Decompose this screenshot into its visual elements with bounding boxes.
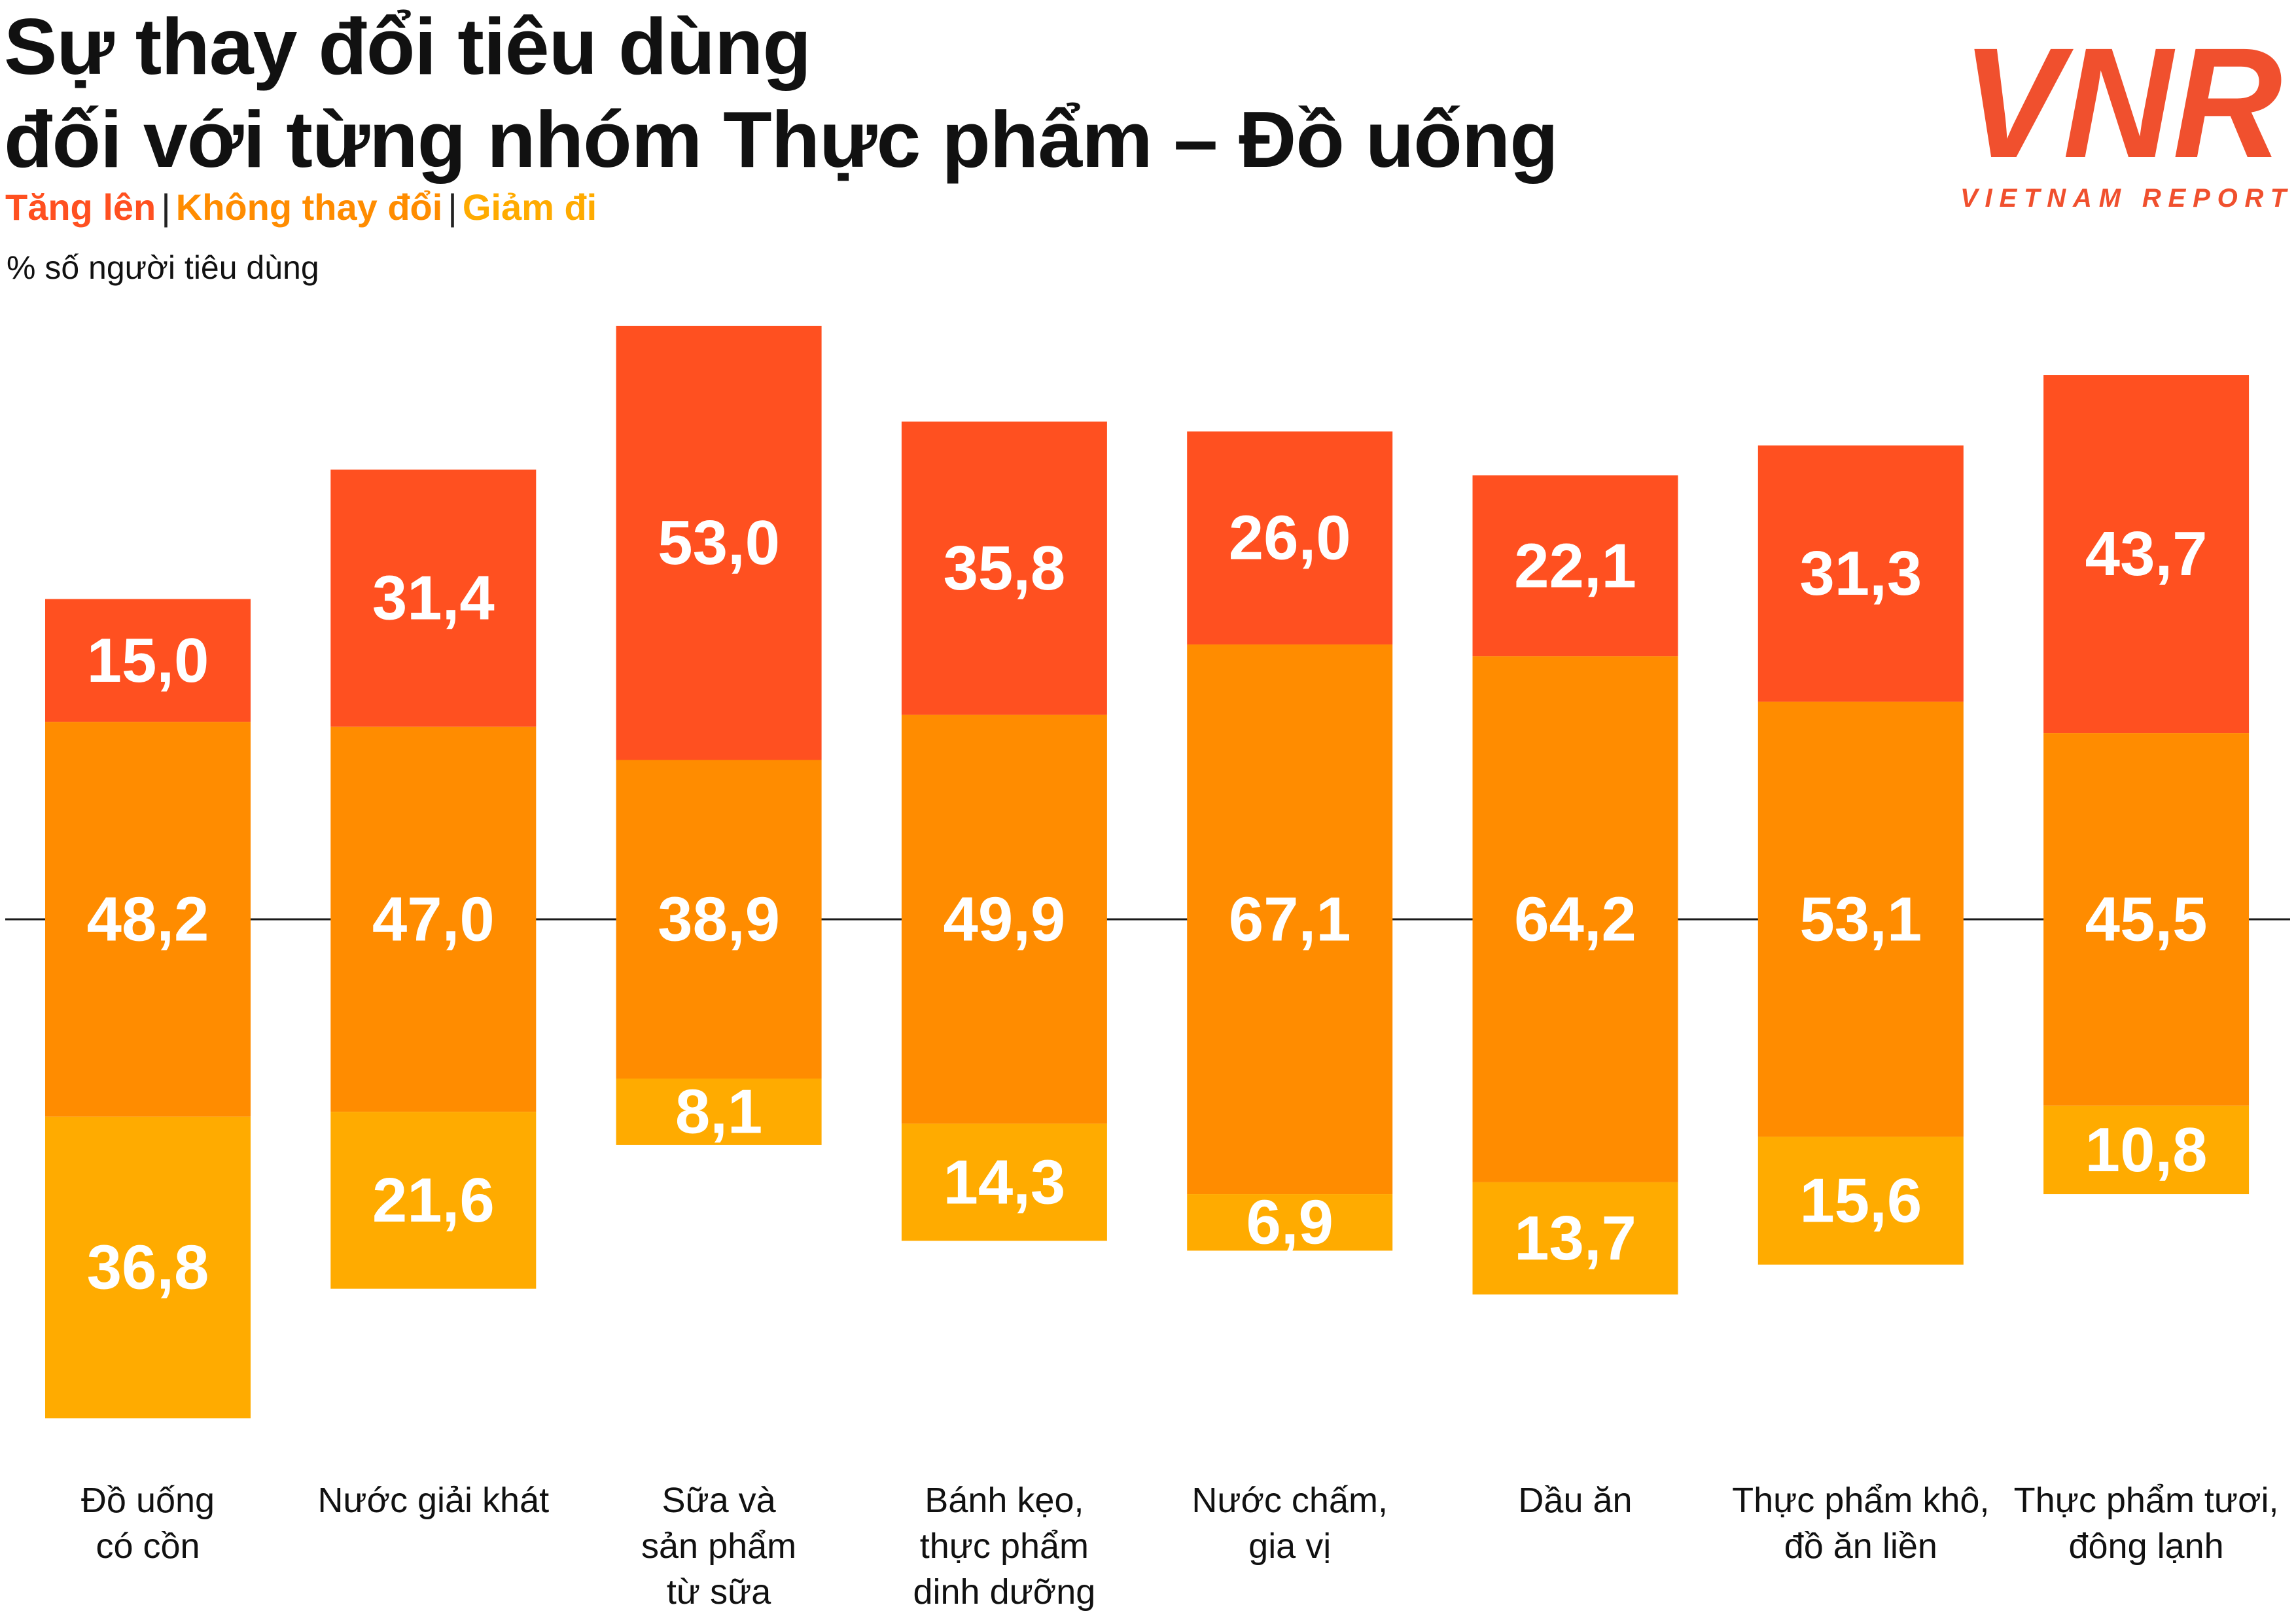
data-label-decrease: 21,6 [372, 1165, 495, 1235]
category-label-line: Thực phẩm tươi, [2013, 1481, 2279, 1520]
bar-segment-decrease [901, 1123, 1107, 1241]
data-label-decrease: 13,7 [1514, 1203, 1636, 1273]
bar-segment-decrease [330, 1112, 537, 1289]
bar-segment-increase [330, 469, 537, 727]
legend-item-unchanged: Không thay đổi [175, 186, 443, 228]
category-label-line: Dầu ăn [1518, 1481, 1633, 1520]
data-label-unchanged: 45,5 [2085, 885, 2208, 955]
bar-segment-decrease [1757, 1137, 1964, 1265]
data-label-unchanged: 67,1 [1229, 885, 1351, 955]
data-label-unchanged: 49,9 [943, 885, 1065, 955]
data-label-increase: 26,0 [1229, 503, 1351, 573]
bar-segment-increase [45, 599, 251, 722]
category-label: Sữa và sản phẩm từ sữa [575, 1477, 863, 1615]
bar-segment-unchanged [616, 760, 822, 1079]
bar-segment-unchanged [330, 726, 537, 1112]
data-label-unchanged: 48,2 [87, 885, 209, 955]
category-label-line: Nước giải khát [317, 1481, 550, 1520]
data-label-unchanged: 53,1 [1799, 885, 1922, 955]
category-label-line: dinh dưỡng [913, 1572, 1096, 1612]
category-label: Bánh kẹo, thực phẩm dinh dưỡng [860, 1477, 1148, 1615]
category-label-line: gia vị [1248, 1527, 1332, 1566]
data-label-increase: 15,0 [87, 626, 209, 696]
category-label-line: đồ ăn liền [1784, 1527, 1937, 1566]
chart-title-line-2: đối với từng nhóm Thực phẩm – Đồ uống [4, 95, 1559, 184]
category-label: Nước giải khát [289, 1477, 577, 1523]
category-label: Thực phẩm tươi, đông lạnh [2002, 1477, 2290, 1569]
vietnam-report-logo: VNR VIETNAM REPORT [1960, 15, 2289, 213]
chart-title-line-1: Sự thay đổi tiêu dùng [4, 2, 811, 91]
bar-segment-increase [1757, 445, 1964, 702]
bar-segment-increase [901, 421, 1107, 715]
bar-segment-unchanged [2043, 733, 2250, 1106]
category-label-line: Bánh kẹo, [925, 1481, 1084, 1520]
legend-item-decrease: Giảm đi [462, 186, 597, 228]
bar-segment-increase [616, 325, 822, 760]
data-label-increase: 31,4 [372, 563, 495, 633]
data-label-unchanged: 47,0 [372, 885, 495, 955]
data-label-decrease: 36,8 [87, 1233, 209, 1303]
data-label-decrease: 10,8 [2085, 1115, 2208, 1185]
bar-segment-increase [1187, 431, 1393, 644]
bar-segment-increase [2043, 375, 2250, 733]
legend-item-increase: Tăng lên [5, 186, 156, 228]
legend-separator: | [448, 186, 457, 228]
legend-separator: | [161, 186, 171, 228]
data-label-decrease: 14,3 [943, 1147, 1065, 1217]
bar-segment-decrease [1472, 1182, 1678, 1295]
data-label-unchanged: 64,2 [1514, 885, 1636, 955]
category-label: Nước chấm, gia vị [1146, 1477, 1434, 1569]
bar-segment-decrease [1187, 1194, 1393, 1251]
data-label-decrease: 6,9 [1246, 1188, 1333, 1258]
data-label-decrease: 15,6 [1799, 1166, 1922, 1236]
bar-segment-unchanged [1187, 644, 1393, 1195]
chart-title: Sự thay đổi tiêu dùng đối với từng nhóm … [4, 0, 1559, 186]
category-label-line: Đồ uống [80, 1481, 215, 1520]
data-label-increase: 53,0 [658, 508, 780, 578]
category-label-line: thực phẩm [919, 1527, 1089, 1566]
category-label-line: từ sữa [666, 1572, 771, 1612]
category-label-line: có cồn [96, 1527, 200, 1566]
data-label-decrease: 8,1 [675, 1077, 762, 1147]
category-label-line: Sữa và [662, 1481, 776, 1520]
bar-segment-decrease [45, 1116, 251, 1419]
bar-segment-decrease [616, 1078, 822, 1145]
unit-label: % số người tiêu dùng [7, 249, 319, 286]
category-label-line: sản phẩm [641, 1527, 797, 1566]
category-label: Thực phẩm khô, đồ ăn liền [1717, 1477, 2005, 1569]
category-label: Dầu ăn [1432, 1477, 1720, 1523]
data-label-increase: 22,1 [1514, 531, 1636, 601]
category-label: Đồ uống có cồn [4, 1477, 292, 1569]
bar-segment-unchanged [1472, 656, 1678, 1182]
data-label-increase: 35,8 [943, 533, 1065, 603]
bar-segment-unchanged [901, 715, 1107, 1124]
bar-segment-decrease [2043, 1105, 2250, 1195]
bar-segment-unchanged [45, 722, 251, 1117]
category-label-line: đông lạnh [2068, 1527, 2224, 1566]
data-label-increase: 31,3 [1799, 538, 1922, 609]
category-label-line: Nước chấm, [1192, 1481, 1388, 1520]
logo-mark: VNR [1962, 15, 2282, 190]
category-label-line: Thực phẩm khô, [1732, 1481, 1990, 1520]
legend: Tăng lên | Không thay đổi | Giảm đi [5, 185, 597, 230]
data-label-unchanged: 38,9 [658, 885, 780, 955]
bar-segment-unchanged [1757, 701, 1964, 1137]
bar-segment-increase [1472, 475, 1678, 657]
data-label-increase: 43,7 [2085, 519, 2208, 589]
